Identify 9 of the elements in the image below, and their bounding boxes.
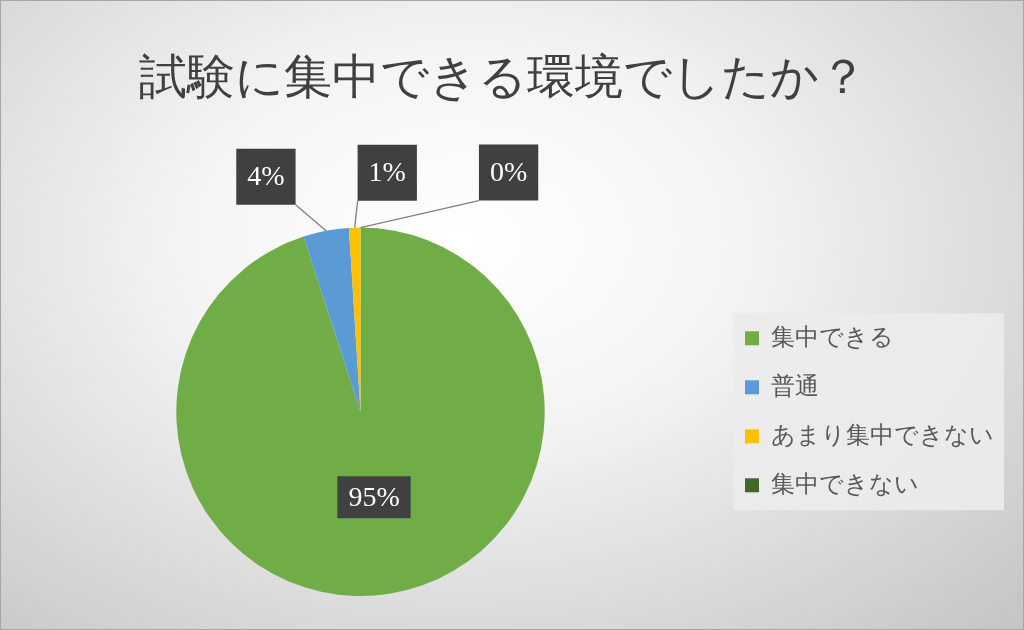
legend-label: あまり集中できない: [771, 421, 994, 448]
text: 0%: [489, 155, 528, 187]
legend-label: 普通: [771, 372, 819, 399]
legend-label: 集中できない: [771, 470, 919, 497]
legend-label: 集中できる: [771, 323, 894, 350]
data-label: 95%: [348, 480, 400, 512]
data-label: 4%: [247, 160, 285, 192]
data-label: 1%: [368, 156, 406, 188]
chart-title: 試験に集中できる環境でしたか？: [138, 50, 867, 104]
